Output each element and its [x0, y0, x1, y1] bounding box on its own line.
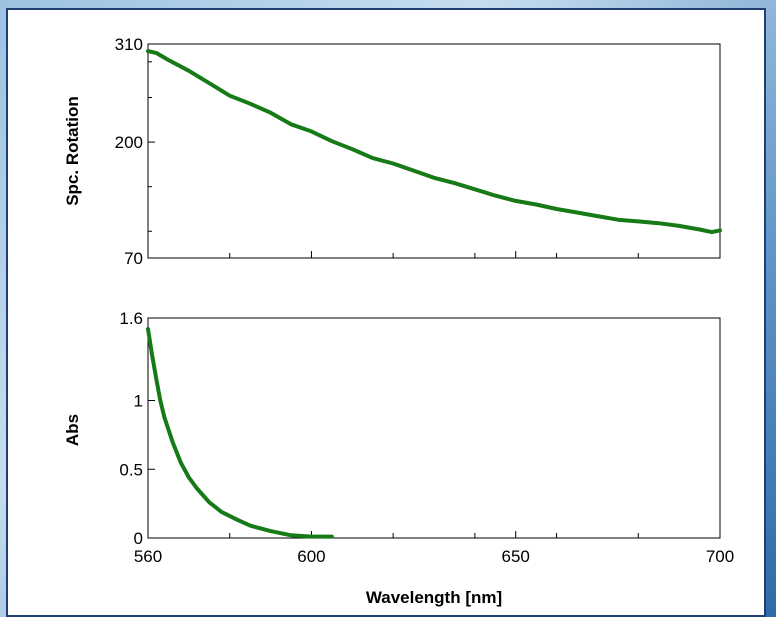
spc-rotation-plot: Spc. Rotation 70 200 310	[63, 35, 722, 268]
spc-rotation-y-tick-label: 70	[124, 249, 143, 268]
absorbance-plot: Abs Wavelength [nm] 0 0.5 1 1.6 560 600 650 700	[63, 309, 734, 607]
x-tick-label: 700	[706, 547, 734, 566]
spc-rotation-plot-frame	[147, 43, 721, 259]
x-tick-label: 560	[134, 547, 162, 566]
spc-rotation-y-tick-label: 200	[115, 133, 143, 152]
x-tick-label: 650	[502, 547, 530, 566]
spc-rotation-y-tick-label: 310	[115, 35, 143, 54]
x-tick-label: 600	[297, 547, 325, 566]
spc-rotation-y-axis-title: Spc. Rotation	[63, 96, 82, 206]
absorbance-y-axis-title: Abs	[63, 414, 82, 446]
absorbance-y-tick-label: 1	[134, 392, 143, 411]
x-axis-title: Wavelength [nm]	[366, 588, 502, 607]
absorbance-y-tick-label: 0.5	[119, 460, 143, 479]
absorbance-y-tick-label: 0	[134, 529, 143, 548]
absorbance-series-line	[146, 327, 334, 539]
absorbance-plot-frame	[147, 317, 721, 539]
absorbance-y-tick-label: 1.6	[119, 309, 143, 328]
chart-panel	[6, 8, 766, 617]
spc-rotation-series-line	[146, 49, 722, 235]
